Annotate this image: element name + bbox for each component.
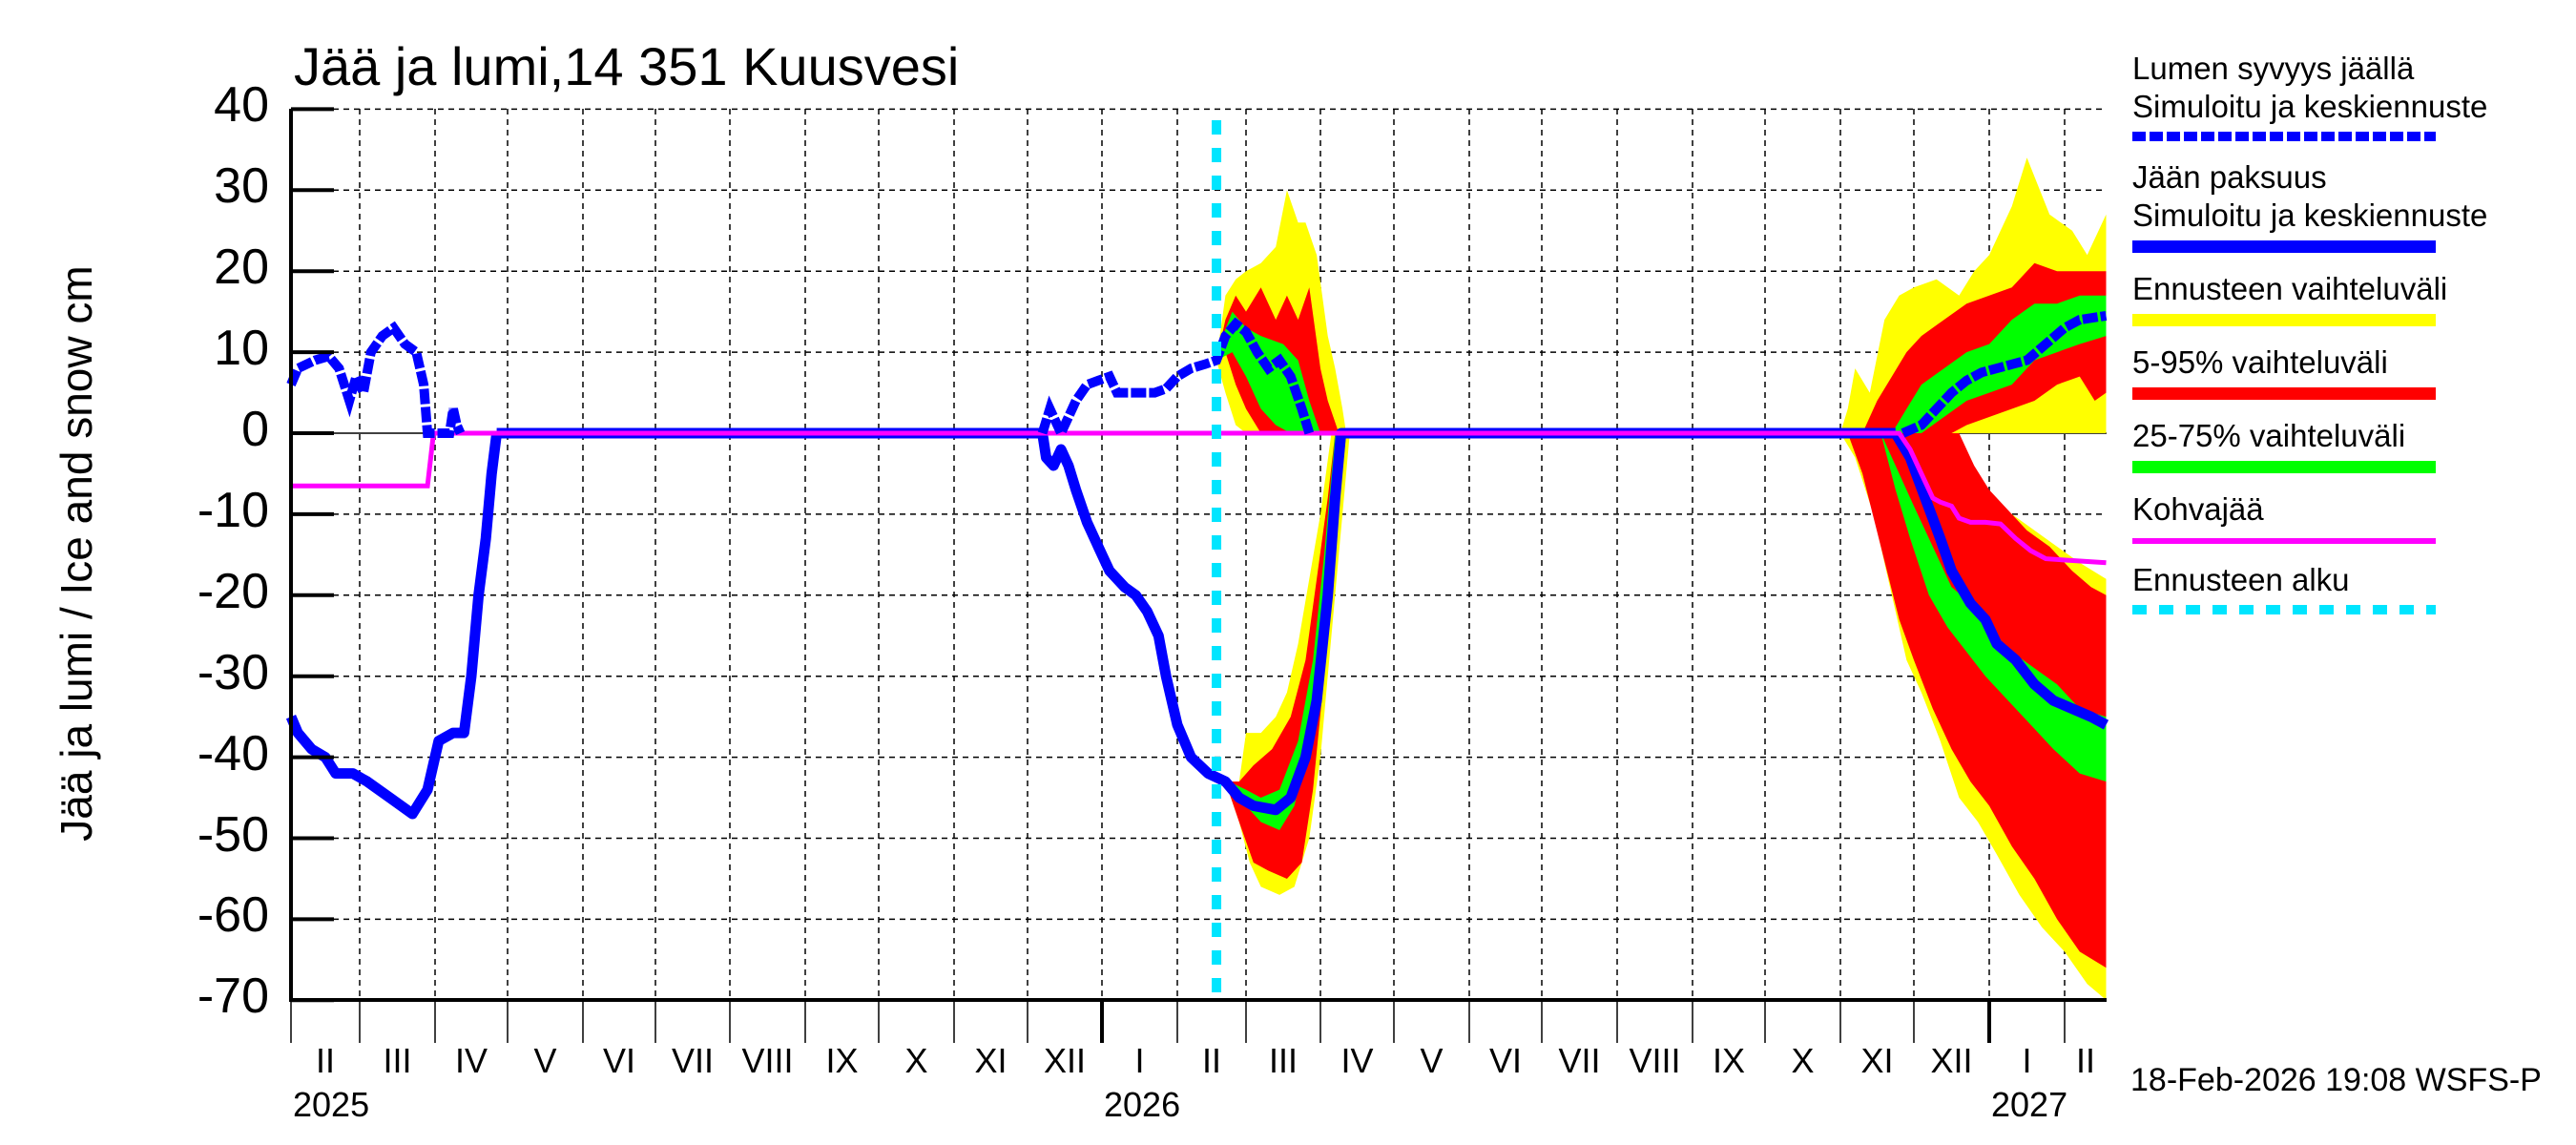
legend-label: Ennusteen alku bbox=[2132, 562, 2350, 597]
y-tick-label: 40 bbox=[214, 77, 269, 134]
legend-swatch-magenta bbox=[2132, 538, 2436, 544]
forecast-bands bbox=[1216, 157, 2107, 1000]
legend-swatch-cyan-dotted bbox=[2132, 605, 2436, 614]
y-tick-label: -30 bbox=[197, 644, 269, 700]
y-tick-label: -70 bbox=[197, 968, 269, 1025]
chart-title: Jää ja lumi,14 351 Kuusvesi bbox=[294, 36, 960, 96]
legend-swatch-dashed-blue bbox=[2132, 132, 2436, 141]
snow-depth-line bbox=[1037, 317, 1315, 445]
y-tick-label: -50 bbox=[197, 806, 269, 863]
x-month-label: X bbox=[904, 1041, 928, 1080]
legend-label: 25-75% vaihteluväli bbox=[2132, 418, 2406, 453]
x-month-label: X bbox=[1791, 1041, 1815, 1080]
legend-item-forecast-range: Ennusteen vaihteluväli bbox=[2132, 270, 2571, 326]
x-month-label: VII bbox=[671, 1041, 715, 1080]
x-month-label: VIII bbox=[1629, 1041, 1681, 1080]
legend-item-snow-depth: Lumen syvyys jäällä Simuloitu ja keskien… bbox=[2132, 50, 2571, 141]
y-tick-label: 0 bbox=[241, 402, 269, 457]
x-year-label: 2026 bbox=[1104, 1085, 1181, 1124]
y-tick-label: -10 bbox=[197, 482, 269, 538]
x-month-label: XI bbox=[974, 1041, 1008, 1080]
x-month-label: IX bbox=[1712, 1041, 1746, 1080]
x-year-label: 2027 bbox=[1991, 1085, 2068, 1124]
legend-label: 5-95% vaihteluväli bbox=[2132, 344, 2388, 380]
x-month-label: IV bbox=[454, 1041, 488, 1080]
y-tick-label: 20 bbox=[214, 239, 269, 296]
legend-item-25-75: 25-75% vaihteluväli bbox=[2132, 417, 2571, 473]
data-series bbox=[285, 120, 2109, 1000]
x-month-label: III bbox=[383, 1041, 412, 1080]
ice-thickness-line bbox=[1891, 430, 2109, 730]
legend-item-slush-ice: Kohvajää bbox=[2132, 490, 2571, 544]
band-area bbox=[1847, 433, 2107, 968]
legend-label: Kohvajää bbox=[2132, 491, 2264, 527]
snow-depth-line bbox=[286, 321, 466, 438]
y-axis-label: Jää ja lumi / Ice and snow cm bbox=[52, 265, 101, 842]
x-month-label: II bbox=[1201, 1041, 1222, 1080]
legend-sublabel: Simuloitu ja keskiennuste bbox=[2132, 198, 2488, 233]
y-tick-label: 30 bbox=[214, 158, 269, 215]
snow-depth-line bbox=[1901, 310, 2108, 438]
legend-label: Ennusteen vaihteluväli bbox=[2132, 271, 2448, 306]
x-month-label: I bbox=[1134, 1041, 1145, 1080]
band-area bbox=[1225, 433, 1346, 879]
legend-swatch-solid-blue bbox=[2132, 240, 2436, 253]
x-month-label: IV bbox=[1340, 1041, 1374, 1080]
axes bbox=[289, 107, 2107, 1043]
y-tick-label: -20 bbox=[197, 563, 269, 619]
x-month-label: III bbox=[1268, 1041, 1298, 1080]
x-month-label: V bbox=[1420, 1041, 1444, 1080]
x-month-label: II bbox=[2075, 1041, 2096, 1080]
x-month-label: II bbox=[315, 1041, 336, 1080]
x-month-label: XII bbox=[1043, 1041, 1087, 1080]
legend-label: Jään paksuus bbox=[2132, 159, 2327, 195]
x-month-label: VIII bbox=[741, 1041, 794, 1080]
x-month-label: VI bbox=[1488, 1041, 1523, 1080]
x-month-label: V bbox=[533, 1041, 557, 1080]
legend-swatch-green bbox=[2132, 461, 2436, 473]
legend-label: Lumen syvyys jäällä bbox=[2132, 51, 2415, 86]
x-month-label: I bbox=[2022, 1041, 2032, 1080]
slush-ice-line bbox=[291, 430, 2107, 566]
legend-swatch-red bbox=[2132, 387, 2436, 400]
ice-thickness-line bbox=[496, 427, 1896, 816]
x-month-label: XI bbox=[1860, 1041, 1894, 1080]
grid-lines bbox=[291, 108, 2107, 1002]
x-year-label: 2025 bbox=[293, 1085, 370, 1124]
y-tick-label: -60 bbox=[197, 887, 269, 944]
legend: Lumen syvyys jäällä Simuloitu ja keskien… bbox=[2132, 50, 2571, 632]
x-month-label: IX bbox=[825, 1041, 859, 1080]
legend-item-forecast-start: Ennusteen alku bbox=[2132, 561, 2571, 614]
legend-item-ice-thickness: Jään paksuus Simuloitu ja keskiennuste bbox=[2132, 158, 2571, 253]
legend-item-5-95: 5-95% vaihteluväli bbox=[2132, 344, 2571, 400]
legend-sublabel: Simuloitu ja keskiennuste bbox=[2132, 89, 2488, 124]
x-month-label: XII bbox=[1930, 1041, 1973, 1080]
band-area bbox=[1229, 433, 1341, 830]
timestamp: 18-Feb-2026 19:08 WSFS-P bbox=[2130, 1062, 2542, 1098]
y-tick-label: -40 bbox=[197, 725, 269, 781]
y-tick-label: 10 bbox=[214, 321, 269, 377]
x-month-label: VI bbox=[602, 1041, 636, 1080]
legend-swatch-yellow bbox=[2132, 314, 2436, 326]
x-month-label: VII bbox=[1558, 1041, 1601, 1080]
